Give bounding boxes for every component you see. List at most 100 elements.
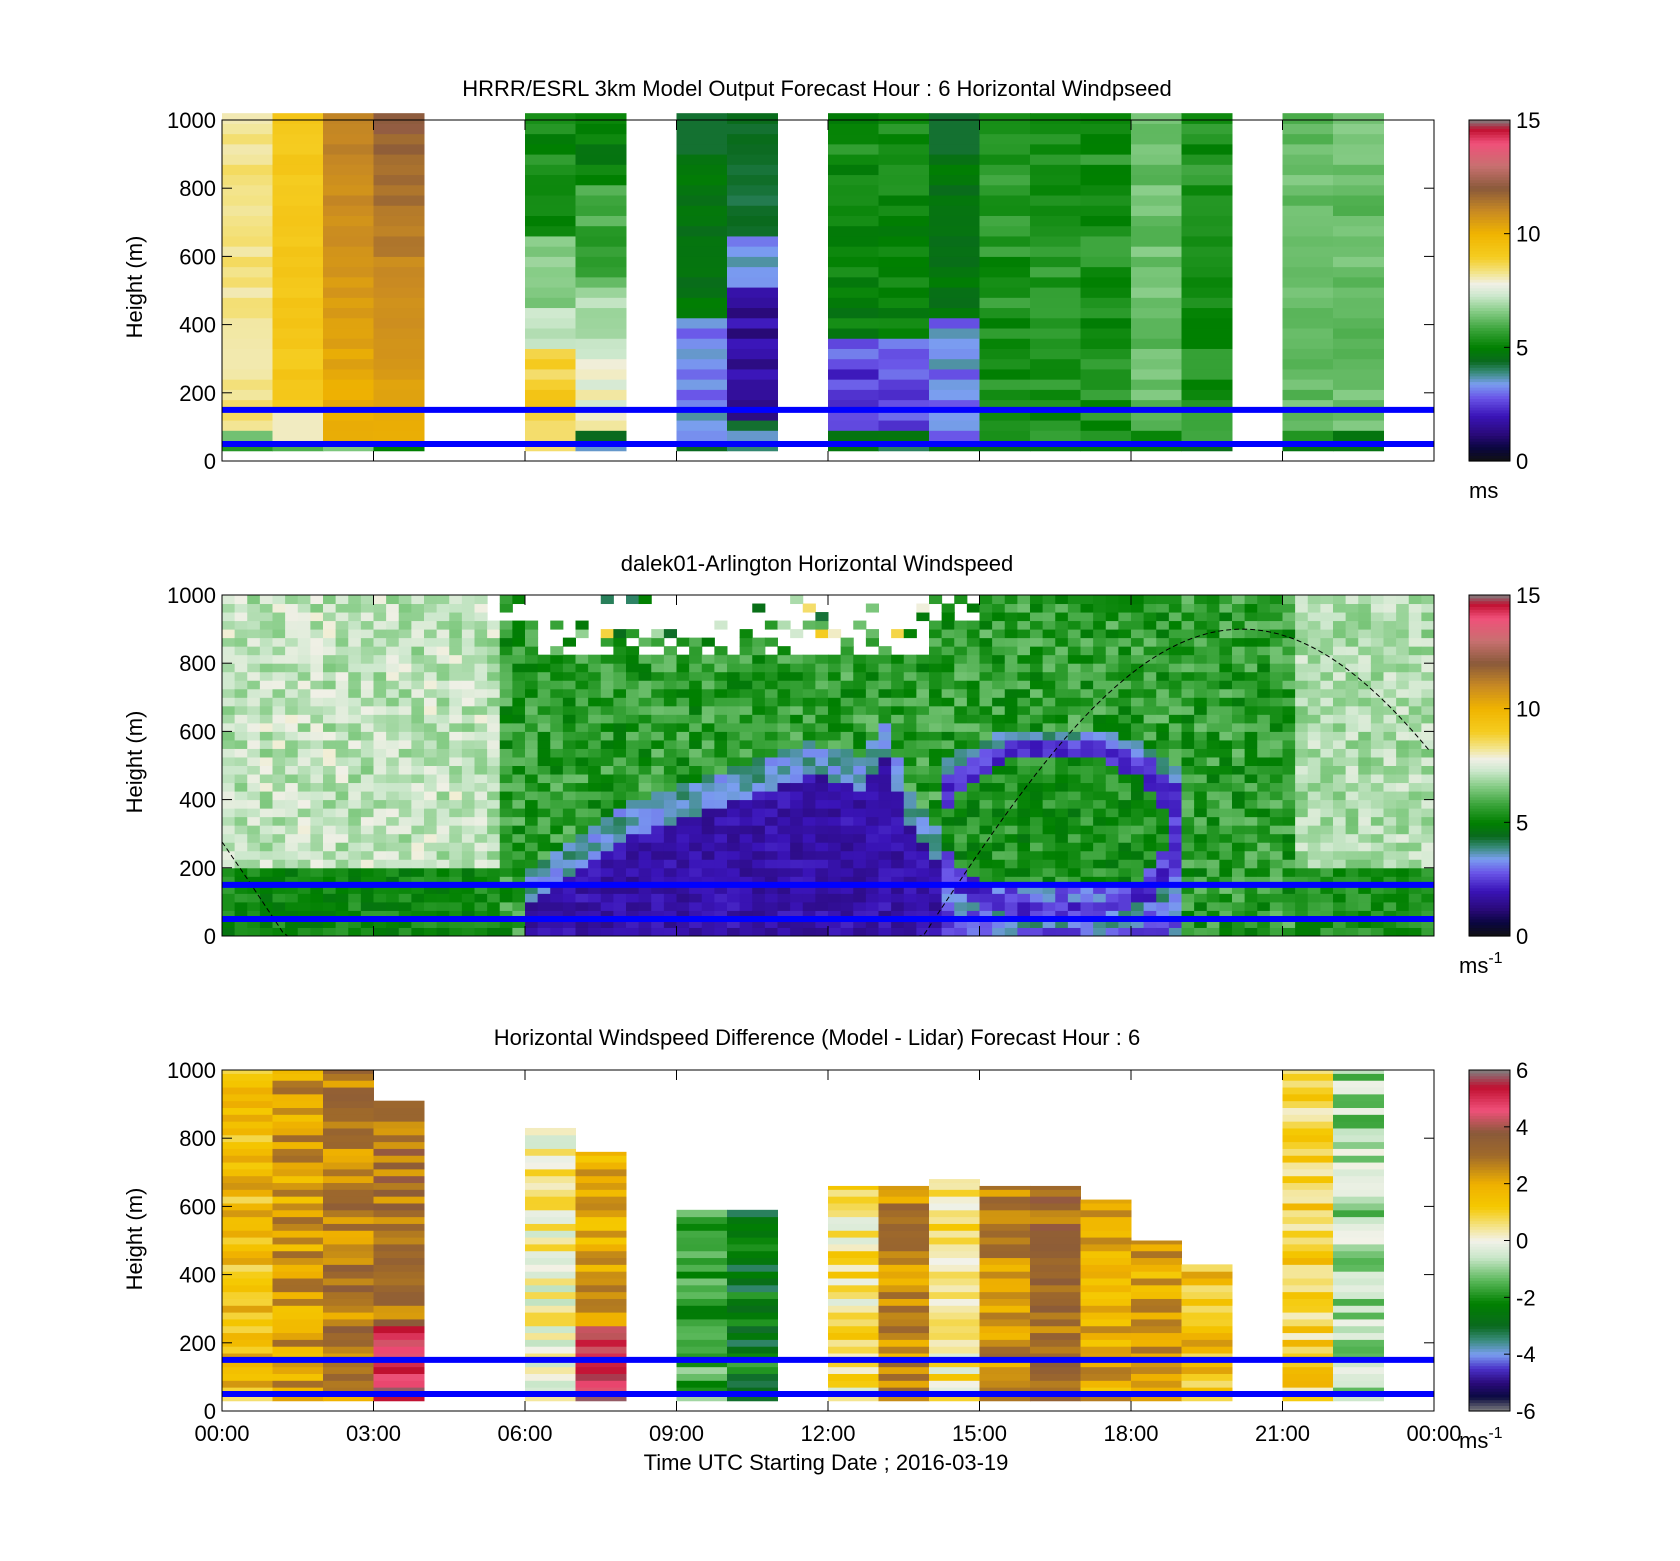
heat-cell bbox=[966, 603, 980, 613]
heat-cell bbox=[474, 816, 488, 826]
heat-cell bbox=[828, 399, 879, 411]
heat-cell bbox=[373, 1209, 425, 1218]
heat-cell bbox=[954, 705, 968, 715]
heat-cell bbox=[1345, 646, 1359, 656]
heat-cell bbox=[966, 654, 980, 664]
heat-cell bbox=[689, 731, 703, 741]
heat-cell bbox=[676, 195, 728, 206]
heat-cell bbox=[929, 195, 980, 206]
heat-cell bbox=[878, 1250, 930, 1259]
heat-cell bbox=[815, 799, 829, 809]
colorbar-swatch bbox=[1469, 867, 1510, 872]
heat-cell bbox=[297, 884, 311, 894]
heat-cell bbox=[588, 901, 602, 911]
heat-cell bbox=[1156, 629, 1170, 639]
heat-cell bbox=[1269, 620, 1283, 630]
heat-cell bbox=[903, 876, 917, 886]
heat-cell bbox=[436, 850, 450, 860]
heat-cell bbox=[727, 927, 741, 937]
heat-cell bbox=[828, 1318, 879, 1327]
heat-cell bbox=[878, 430, 930, 442]
heat-cell bbox=[903, 654, 917, 664]
heat-cell bbox=[588, 808, 602, 818]
heat-cell bbox=[335, 603, 349, 613]
heat-cell bbox=[474, 842, 488, 852]
heat-cell bbox=[272, 113, 324, 124]
heat-cell bbox=[525, 1175, 576, 1184]
heat-cell bbox=[600, 893, 614, 903]
heat-cell bbox=[1307, 918, 1321, 928]
colorbar-swatch bbox=[1469, 392, 1510, 397]
heat-cell bbox=[373, 1114, 425, 1122]
heat-cell bbox=[1219, 842, 1233, 852]
heat-cell bbox=[1206, 774, 1220, 784]
heat-cell bbox=[310, 825, 324, 835]
heat-cell bbox=[600, 637, 614, 647]
heat-cell bbox=[562, 748, 576, 758]
heat-cell bbox=[1181, 174, 1233, 186]
colorbar-swatch bbox=[1469, 273, 1510, 277]
heat-cell bbox=[1181, 612, 1195, 622]
heat-cell bbox=[411, 799, 425, 809]
heat-cell bbox=[1320, 816, 1334, 826]
heat-cell bbox=[1383, 756, 1397, 766]
heat-cell bbox=[853, 680, 867, 690]
heat-cell bbox=[424, 756, 438, 766]
heat-cell bbox=[1067, 603, 1081, 613]
heat-cell bbox=[1067, 595, 1081, 605]
heat-cell bbox=[739, 671, 753, 681]
heat-cell bbox=[1143, 782, 1157, 792]
heat-cell bbox=[1055, 646, 1069, 656]
heat-cell bbox=[398, 680, 412, 690]
heat-cell bbox=[626, 825, 640, 835]
heat-cell bbox=[1219, 705, 1233, 715]
heat-cell bbox=[828, 705, 842, 715]
heat-cell bbox=[335, 782, 349, 792]
heat-cell bbox=[1295, 774, 1309, 784]
heat-cell bbox=[537, 910, 551, 920]
heat-cell bbox=[222, 1107, 273, 1115]
heat-cell bbox=[575, 1298, 627, 1306]
heat-cell bbox=[222, 893, 236, 903]
heat-cell bbox=[828, 833, 842, 843]
heat-cell bbox=[461, 697, 475, 707]
heat-cell bbox=[891, 859, 905, 869]
heat-cell bbox=[550, 893, 564, 903]
heat-cell bbox=[1333, 143, 1384, 155]
heat-cell bbox=[373, 748, 387, 758]
heat-cell bbox=[1181, 225, 1233, 237]
heat-cell bbox=[651, 663, 665, 673]
heat-cell bbox=[1156, 714, 1170, 724]
heat-cell bbox=[411, 876, 425, 886]
heat-cell bbox=[929, 379, 980, 390]
heat-cell bbox=[550, 680, 564, 690]
heat-cell bbox=[613, 816, 627, 826]
heat-cell bbox=[1282, 910, 1296, 920]
heat-cell bbox=[323, 825, 337, 835]
heat-cell bbox=[979, 876, 993, 886]
heat-cell bbox=[323, 714, 337, 724]
heat-cell bbox=[1307, 722, 1321, 732]
heat-cell bbox=[1042, 620, 1056, 630]
heat-cell bbox=[297, 782, 311, 792]
heat-cell bbox=[891, 722, 905, 732]
heat-cell bbox=[1017, 825, 1031, 835]
heat-cell bbox=[1307, 739, 1321, 749]
heat-cell bbox=[461, 748, 475, 758]
heat-cell bbox=[1067, 714, 1081, 724]
heat-cell bbox=[1080, 256, 1132, 268]
panel-model-title: HRRR/ESRL 3km Model Output Forecast Hour… bbox=[462, 76, 1172, 101]
heat-cell bbox=[222, 1243, 273, 1252]
heat-cell bbox=[373, 154, 425, 165]
heat-cell bbox=[272, 1312, 324, 1320]
heat-cell bbox=[1118, 680, 1132, 690]
heat-cell bbox=[1421, 816, 1435, 826]
heat-cell bbox=[487, 850, 501, 860]
heat-cell bbox=[1080, 884, 1094, 894]
heat-cell bbox=[727, 808, 741, 818]
heat-cell bbox=[335, 739, 349, 749]
model-column-3 bbox=[373, 113, 425, 452]
heat-cell bbox=[865, 714, 879, 724]
heat-cell bbox=[1257, 688, 1271, 698]
heat-cell bbox=[853, 884, 867, 894]
